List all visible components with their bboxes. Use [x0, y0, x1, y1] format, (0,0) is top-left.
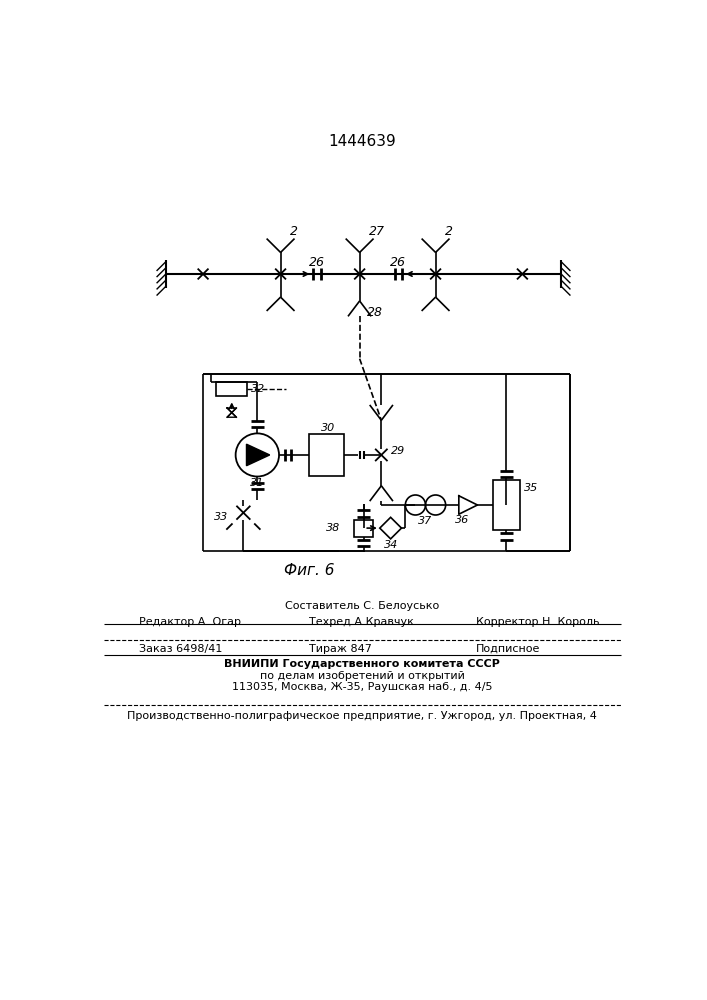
Bar	[354, 520, 373, 537]
Text: по делам изобретений и открытий: по делам изобретений и открытий	[259, 671, 464, 681]
Text: 26: 26	[309, 256, 325, 269]
Text: 2: 2	[445, 225, 453, 238]
Text: Производственно-полиграфическое предприятие, г. Ужгород, ул. Проектная, 4: Производственно-полиграфическое предприя…	[127, 711, 597, 721]
Text: 37: 37	[419, 516, 433, 526]
Bar	[309, 434, 344, 476]
Polygon shape	[247, 444, 270, 466]
Text: 33: 33	[214, 512, 228, 522]
Text: Фиг. 6: Фиг. 6	[284, 563, 334, 578]
Bar	[493, 480, 520, 530]
Text: 30: 30	[321, 423, 335, 433]
Text: 27: 27	[369, 225, 385, 238]
Bar	[216, 382, 247, 396]
Text: Составитель С. Белоуськo: Составитель С. Белоуськo	[285, 601, 439, 611]
Text: 35: 35	[524, 483, 538, 493]
Text: 113035, Москва, Ж-35, Раушская наб., д. 4/5: 113035, Москва, Ж-35, Раушская наб., д. …	[232, 682, 492, 692]
Text: 34: 34	[383, 540, 398, 550]
Text: ВНИИПИ Государственного комитета СССР: ВНИИПИ Государственного комитета СССР	[224, 659, 500, 669]
Text: Заказ 6498/41: Заказ 6498/41	[139, 644, 222, 654]
Text: Тираж 847: Тираж 847	[309, 644, 372, 654]
Text: 32: 32	[251, 384, 265, 394]
Text: Подписное: Подписное	[476, 644, 540, 654]
Text: 38: 38	[326, 523, 340, 533]
Text: Техред А.Кравчук: Техред А.Кравчук	[309, 617, 414, 627]
Text: 29: 29	[391, 446, 405, 456]
Text: 1444639: 1444639	[328, 134, 396, 149]
Text: 31: 31	[250, 478, 264, 488]
Text: Корректор Н. Король: Корректор Н. Король	[476, 617, 600, 627]
Text: 2: 2	[290, 225, 298, 238]
Text: 36: 36	[455, 515, 469, 525]
Text: 28: 28	[368, 306, 383, 319]
Text: Редактор А. Огар: Редактор А. Огар	[139, 617, 241, 627]
Text: 26: 26	[390, 256, 407, 269]
